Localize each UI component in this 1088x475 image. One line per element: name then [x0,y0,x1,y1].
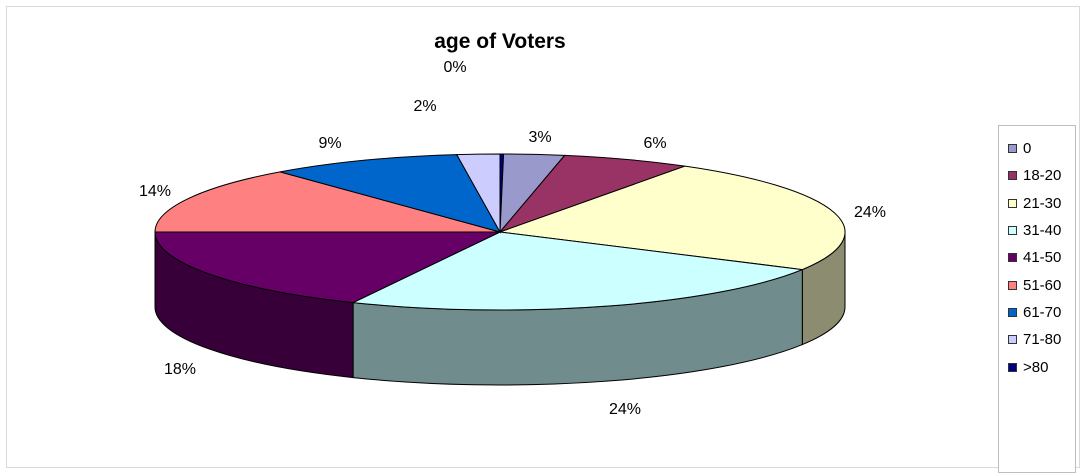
pie-slice-41-50 [154,231,501,304]
legend-item-51-60: 51-60 [1008,271,1075,298]
legend-label: 21-30 [1023,194,1062,212]
legend-label: 0 [1023,140,1032,158]
pie-chart: 3% 6% 24% 24% 18% 14% 9% 2% 0% [139,59,886,418]
slice-label-61-70: 9% [318,135,341,152]
slice-label-51-60: 14% [139,183,171,200]
pie-slice-18-20 [498,154,686,234]
pie-slice-31-40 [351,231,805,311]
legend-label: 31-40 [1023,222,1062,240]
legend-label: 51-60 [1023,276,1062,294]
legend-item-71-80: 71-80 [1008,326,1075,353]
pie-slice-21-30 [499,165,846,271]
legend-swatch [1008,335,1017,345]
legend-swatch [1008,253,1017,263]
legend-item->80: >80 [1008,353,1075,380]
legend-label: >80 [1023,358,1049,376]
chart-title: age of Voters [434,30,566,53]
legend-label: 41-50 [1023,249,1062,267]
pie-side-walls [154,231,846,386]
pie-slices [154,153,846,311]
slice-label-41-50: 18% [164,361,196,378]
slice-label-0: 3% [528,129,551,146]
slice-label-18-20: 6% [643,135,666,152]
legend-swatch [1008,226,1017,236]
pie-slice-61-70 [279,154,502,233]
pie-slice->80 [499,153,505,233]
chart-legend: 0 18-20 21-30 31-40 41-50 51-60 61-70 71-80 >80 [998,125,1076,473]
legend-label: 61-70 [1023,303,1062,321]
slice-label-31-40: 24% [609,401,641,418]
slice-label-21-30: 24% [854,204,886,221]
legend-item-31-40: 31-40 [1008,217,1075,244]
legend-item-0: 0 [1008,135,1075,162]
legend-swatch [1008,280,1017,290]
legend-item-21-30: 21-30 [1008,190,1075,217]
slice-label-71-80: 2% [413,98,436,115]
legend-item-61-70: 61-70 [1008,299,1075,326]
legend-swatch [1008,362,1017,372]
slice-label->80: 0% [443,59,466,76]
legend-label: 18-20 [1023,167,1062,185]
legend-swatch [1008,171,1017,181]
legend-swatch [1008,198,1017,208]
legend-item-41-50: 41-50 [1008,244,1075,271]
legend-swatch [1008,307,1017,317]
legend-swatch [1008,144,1017,154]
legend-item-18-20: 18-20 [1008,162,1075,189]
pie-slice-51-60 [154,171,501,233]
legend-label: 71-80 [1023,331,1062,349]
